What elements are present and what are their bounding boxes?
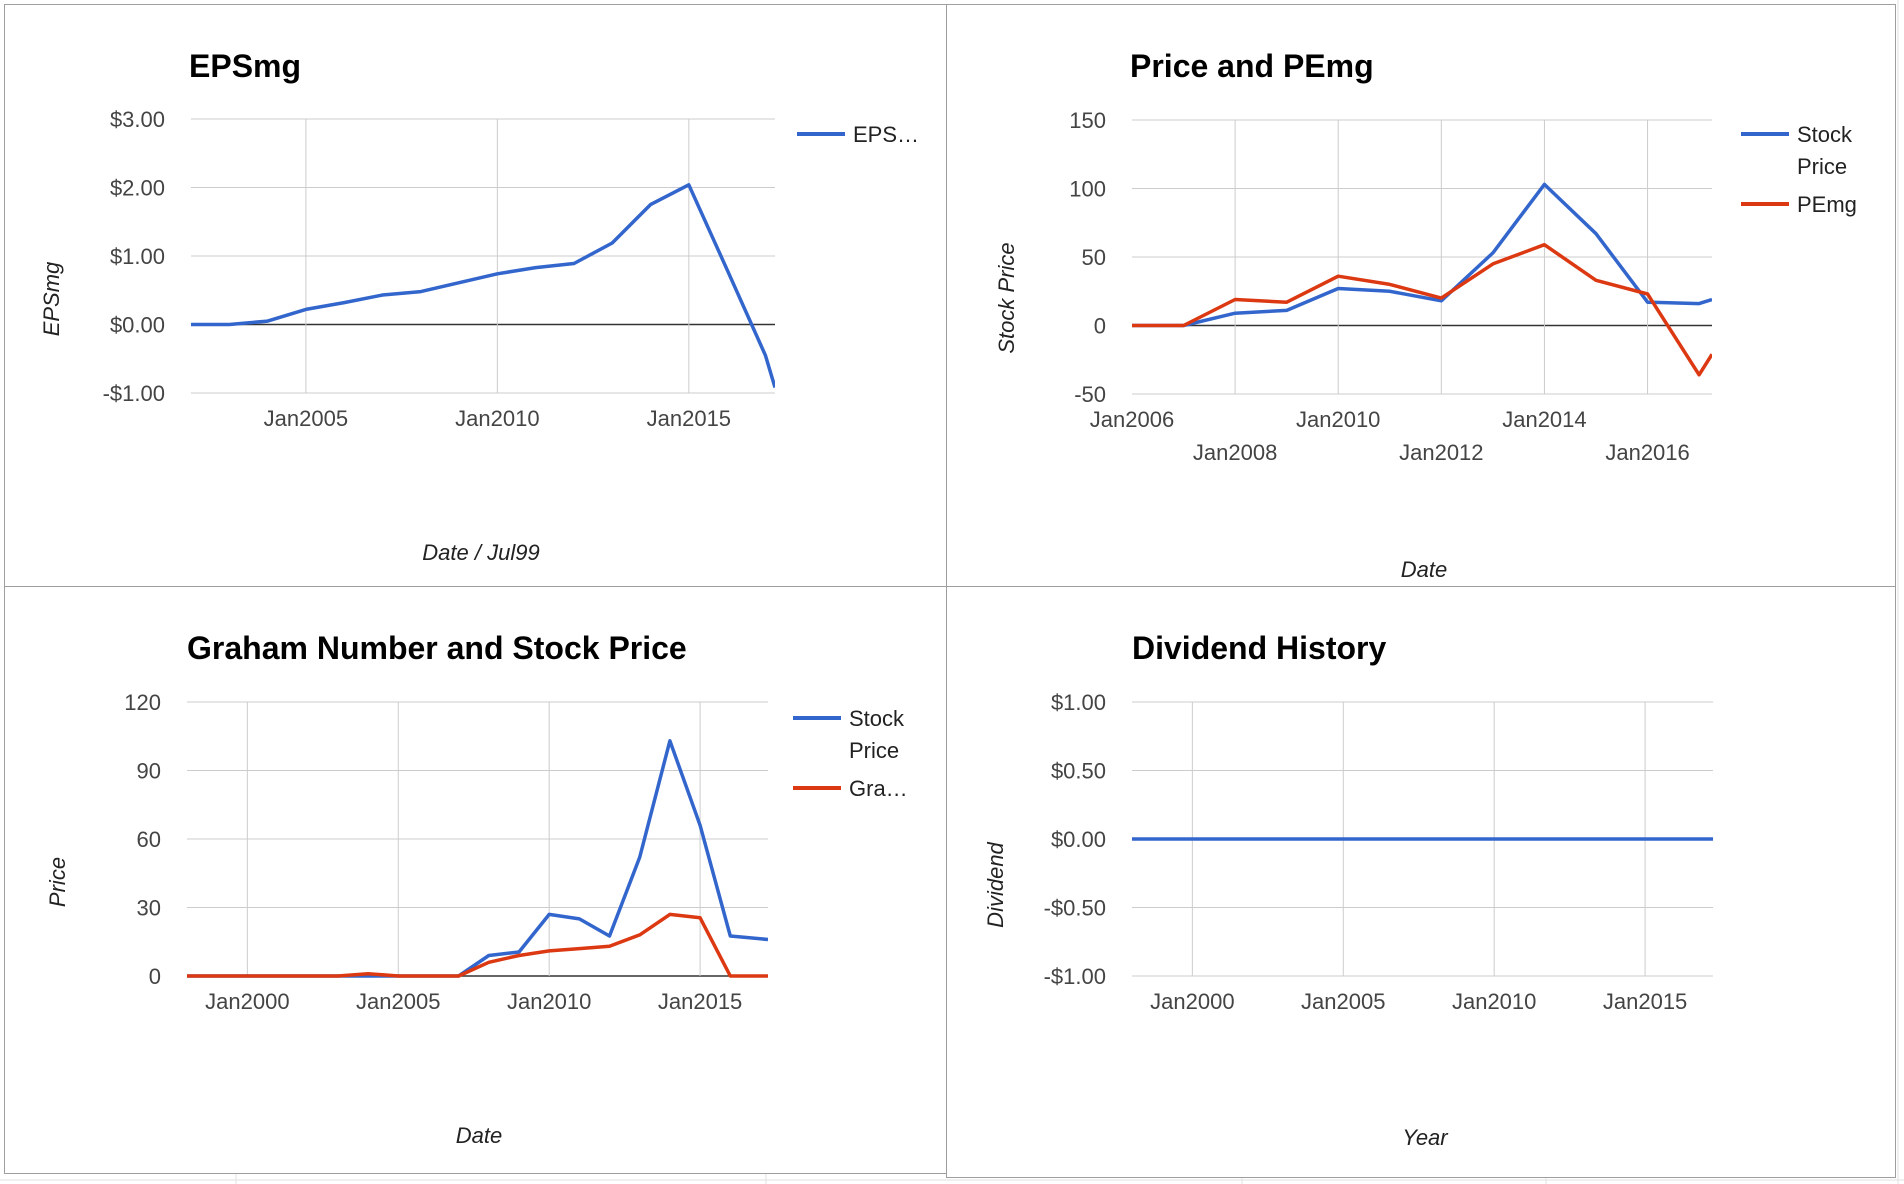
- y-tick-label: -$0.50: [1044, 896, 1106, 921]
- x-tick-label: Jan2016: [1605, 440, 1689, 465]
- y-tick-label: 50: [1082, 245, 1106, 270]
- x-axis-label: Year: [1402, 1125, 1449, 1150]
- y-tick-label: 120: [124, 690, 161, 715]
- chart-title: EPSmg: [189, 48, 301, 84]
- legend-label: PEmg: [1797, 192, 1857, 217]
- y-axis-label: Price: [45, 857, 70, 907]
- series-line-2[interactable]: [187, 912, 768, 978]
- chart-panel-graham[interactable]: Graham Number and Stock Price 120 90 60 30 0 J…: [4, 586, 948, 1174]
- chart-title: Graham Number and Stock Price: [187, 630, 687, 666]
- y-tick-label: $1.00: [110, 244, 165, 269]
- series-line-1[interactable]: [1132, 182, 1712, 328]
- x-tick-label: Jan2005: [264, 406, 348, 431]
- x-tick-label: Jan2008: [1193, 440, 1277, 465]
- series-line-1[interactable]: [187, 739, 768, 978]
- x-axis-label: Date: [1401, 557, 1447, 582]
- series-line-2[interactable]: [1132, 242, 1712, 377]
- x-tick-label: Jan2015: [647, 406, 731, 431]
- x-tick-label: Jan2006: [1090, 407, 1174, 432]
- chart-title: Price and PEmg: [1130, 48, 1374, 84]
- x-axis-label: Date / Jul99: [422, 540, 539, 565]
- y-tick-label: 100: [1069, 177, 1106, 202]
- chart-panel-epsmg[interactable]: EPSmg $3.00 $2.00 $1.00 $0.00 -$1.00 Jan2005 Ja…: [4, 4, 948, 588]
- legend-label: Stock Price: [1797, 122, 1853, 179]
- y-tick-label: 60: [137, 827, 161, 852]
- chart-title: Dividend History: [1132, 630, 1386, 666]
- x-tick-label: Jan2012: [1399, 440, 1483, 465]
- x-tick-label: Jan2010: [1296, 407, 1380, 432]
- y-tick-label: $0.50: [1051, 759, 1106, 784]
- chart-panel-dividend[interactable]: Dividend History $1.00 $0.50 $0.00 -$0.50 -$1…: [946, 586, 1896, 1178]
- y-tick-label: $2.00: [110, 176, 165, 201]
- legend-label: EPS…: [853, 122, 919, 147]
- legend-label: Stock Price: [849, 706, 905, 763]
- y-tick-label: 90: [137, 759, 161, 784]
- y-tick-label: $0.00: [1051, 827, 1106, 852]
- x-tick-label: Jan2010: [507, 989, 591, 1014]
- x-tick-label: Jan2000: [205, 989, 289, 1014]
- y-tick-label: 30: [137, 896, 161, 921]
- series-line-1[interactable]: [191, 183, 775, 388]
- x-tick-label: Jan2010: [455, 406, 539, 431]
- x-tick-label: Jan2005: [356, 989, 440, 1014]
- y-tick-label: 0: [149, 964, 161, 989]
- y-axis-label: EPSmg: [39, 261, 64, 336]
- y-tick-label: 0: [1094, 314, 1106, 339]
- y-tick-label: $3.00: [110, 107, 165, 132]
- y-axis-label: Dividend: [983, 841, 1008, 927]
- y-tick-label: $1.00: [1051, 690, 1106, 715]
- y-tick-label: -$1.00: [1044, 964, 1106, 989]
- chart-panel-price-pemg[interactable]: Price and PEmg 150 100 50 0 -50 Jan2006 Jan2008…: [946, 4, 1896, 588]
- x-tick-label: Jan2015: [658, 989, 742, 1014]
- y-tick-label: -$1.00: [103, 381, 165, 406]
- x-tick-label: Jan2000: [1150, 989, 1234, 1014]
- y-tick-label: $0.00: [110, 313, 165, 338]
- x-tick-label: Jan2010: [1452, 989, 1536, 1014]
- x-tick-label: Jan2014: [1502, 407, 1586, 432]
- y-tick-label: 150: [1069, 108, 1106, 133]
- x-axis-label: Date: [456, 1123, 502, 1148]
- chart-svg: Graham Number and Stock Price 120 90 60 30 0 J…: [45, 630, 908, 1148]
- x-tick-label: Jan2015: [1603, 989, 1687, 1014]
- legend-label: Gra…: [849, 776, 908, 801]
- chart-svg: Dividend History $1.00 $0.50 $0.00 -$0.50 -$1…: [983, 630, 1713, 1150]
- chart-svg: EPSmg $3.00 $2.00 $1.00 $0.00 -$1.00 Jan2005 Ja…: [39, 48, 919, 565]
- x-tick-label: Jan2005: [1301, 989, 1385, 1014]
- y-tick-label: -50: [1074, 382, 1106, 407]
- y-axis-label: Stock Price: [994, 242, 1019, 353]
